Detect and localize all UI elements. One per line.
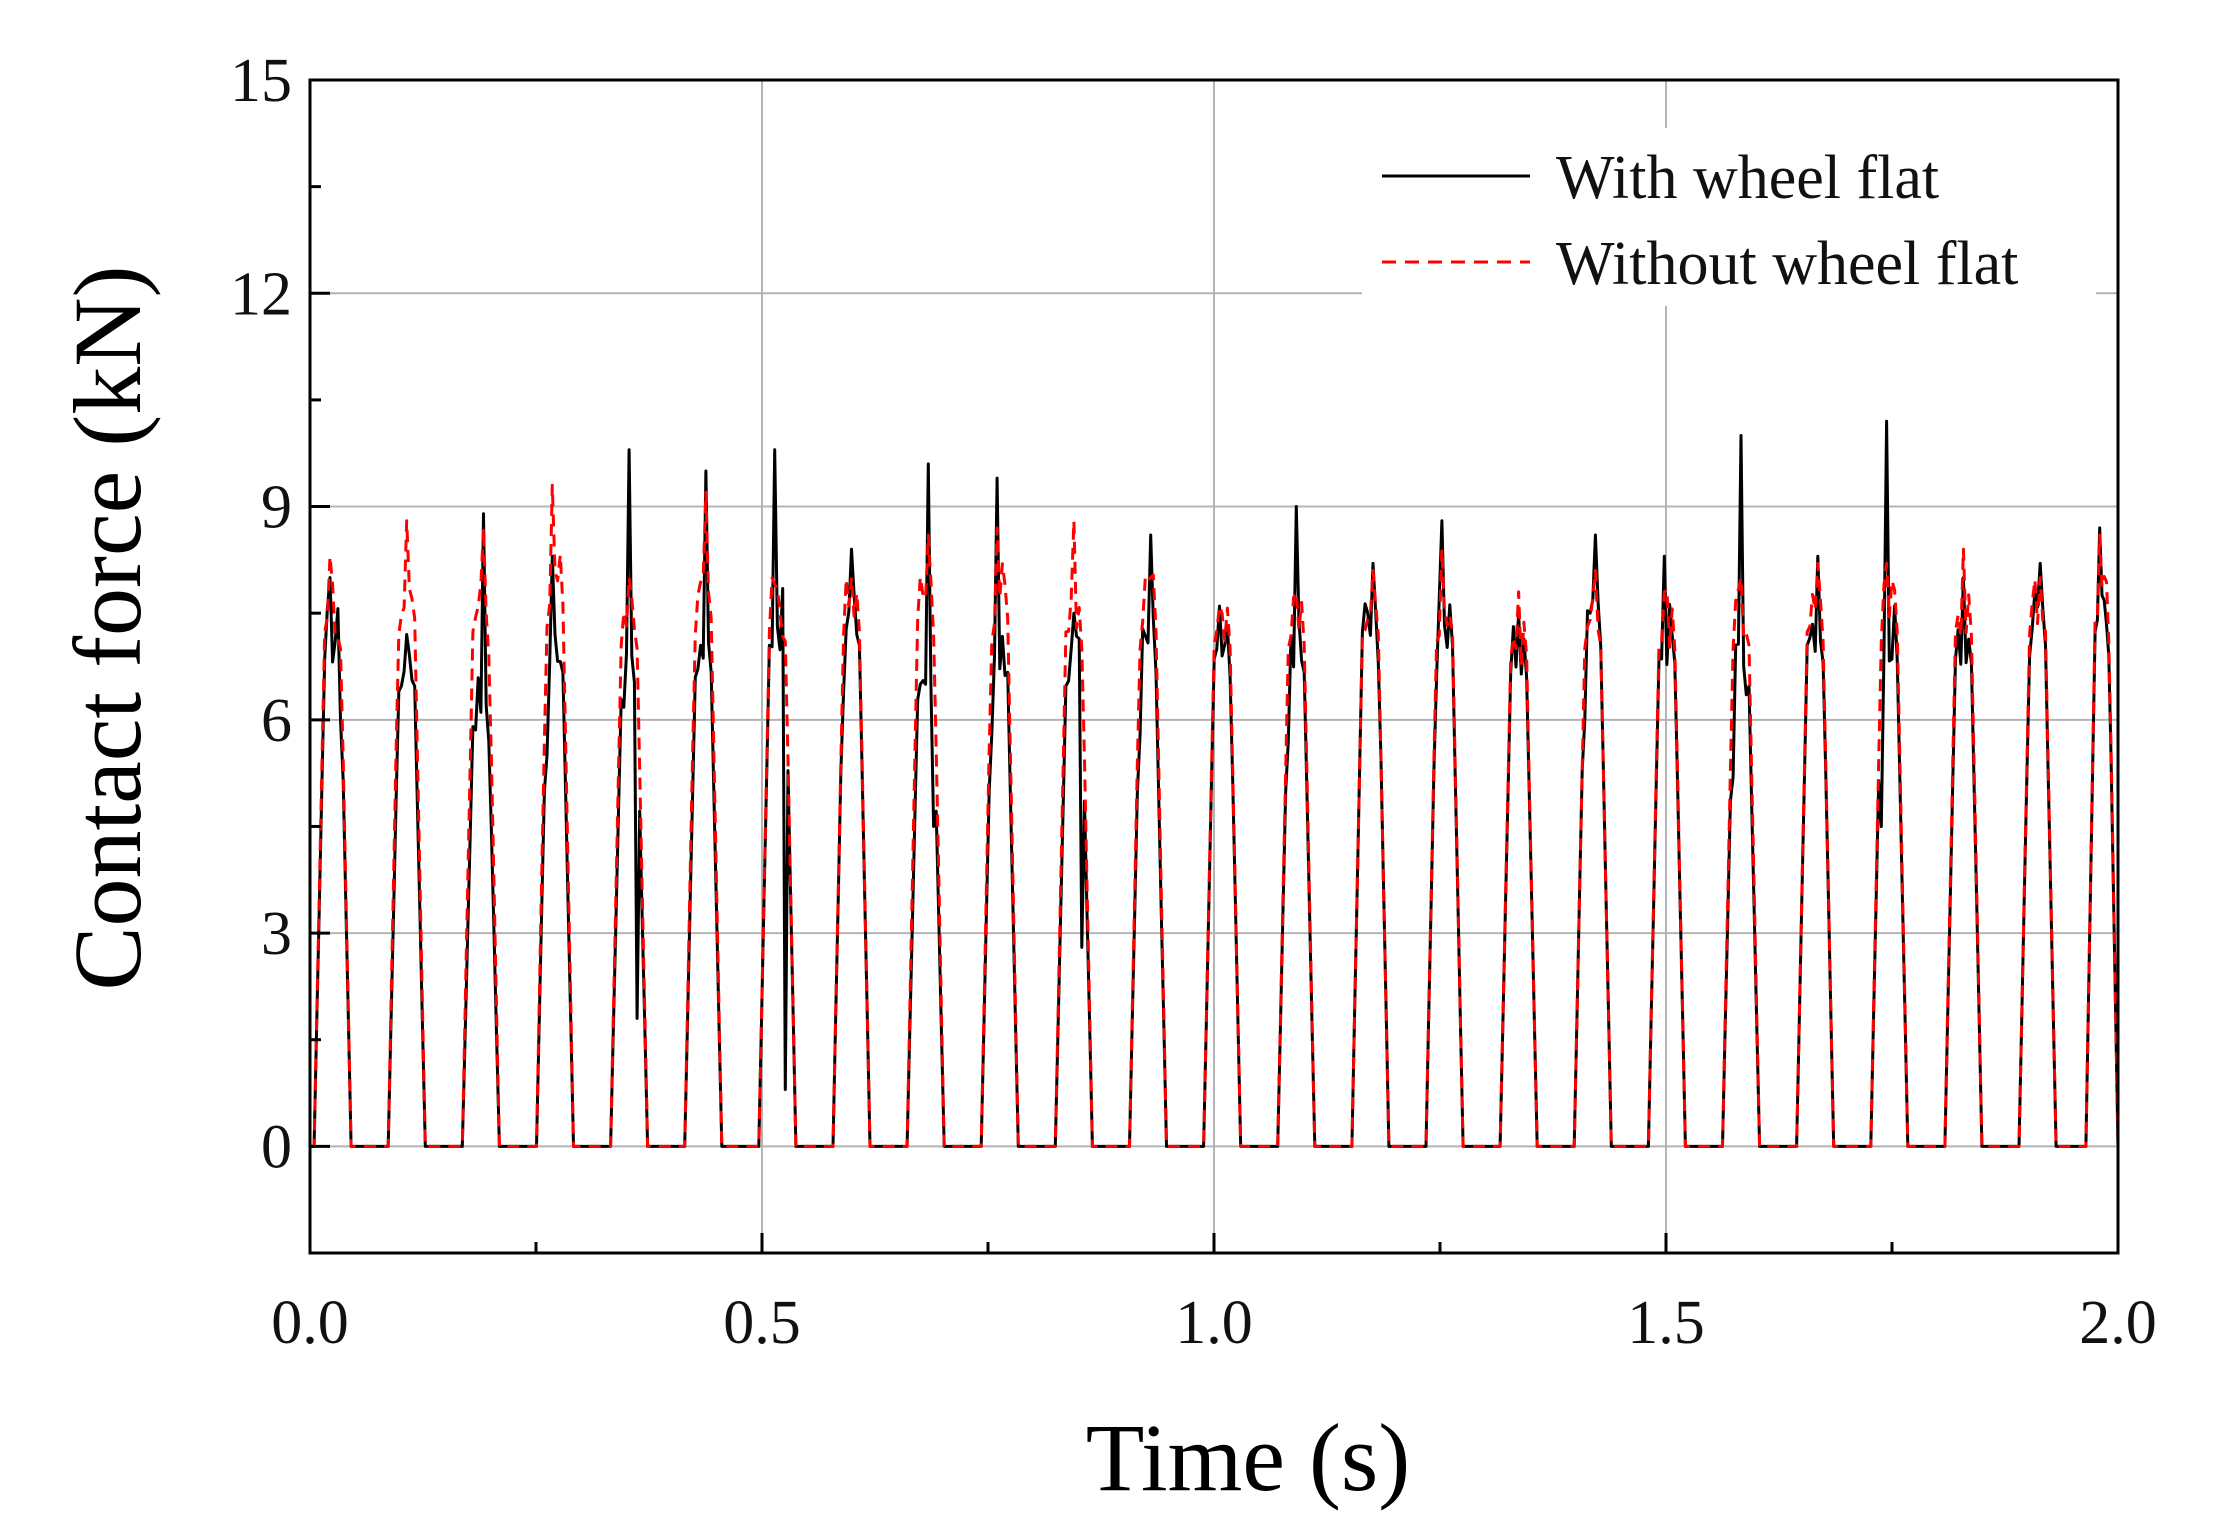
legend-label-without-wheel-flat: Without wheel flat [1556, 230, 2018, 298]
x-tick-label: 2.0 [2079, 1289, 2157, 1357]
y-axis-title: Contact force (kN) [54, 265, 161, 990]
x-tick-label: 0.5 [723, 1289, 801, 1357]
ticks [308, 78, 2120, 1253]
y-tick-label: 6 [261, 687, 292, 755]
x-tick-labels: 0.0 0.5 1.0 1.5 2.0 [271, 1289, 2157, 1357]
series-line-without-wheel-flat [310, 483, 2120, 1148]
legend-label-with-wheel-flat: With wheel flat [1556, 144, 1939, 212]
legend-background [1362, 128, 2096, 306]
x-axis-title: Time (s) [1086, 1404, 1411, 1511]
y-tick-labels: 0 3 6 9 12 15 [230, 47, 292, 1181]
y-tick-label: 3 [261, 900, 292, 968]
y-tick-label: 0 [261, 1113, 292, 1181]
x-tick-label: 0.0 [271, 1289, 349, 1357]
y-tick-label: 12 [230, 260, 292, 328]
x-tick-label: 1.0 [1175, 1289, 1253, 1357]
y-tick-label: 9 [261, 474, 292, 542]
series-layer [310, 419, 2120, 1148]
y-tick-label: 15 [230, 47, 292, 115]
x-tick-label: 1.5 [1627, 1289, 1705, 1357]
legend: With wheel flat Without wheel flat [1362, 128, 2096, 306]
